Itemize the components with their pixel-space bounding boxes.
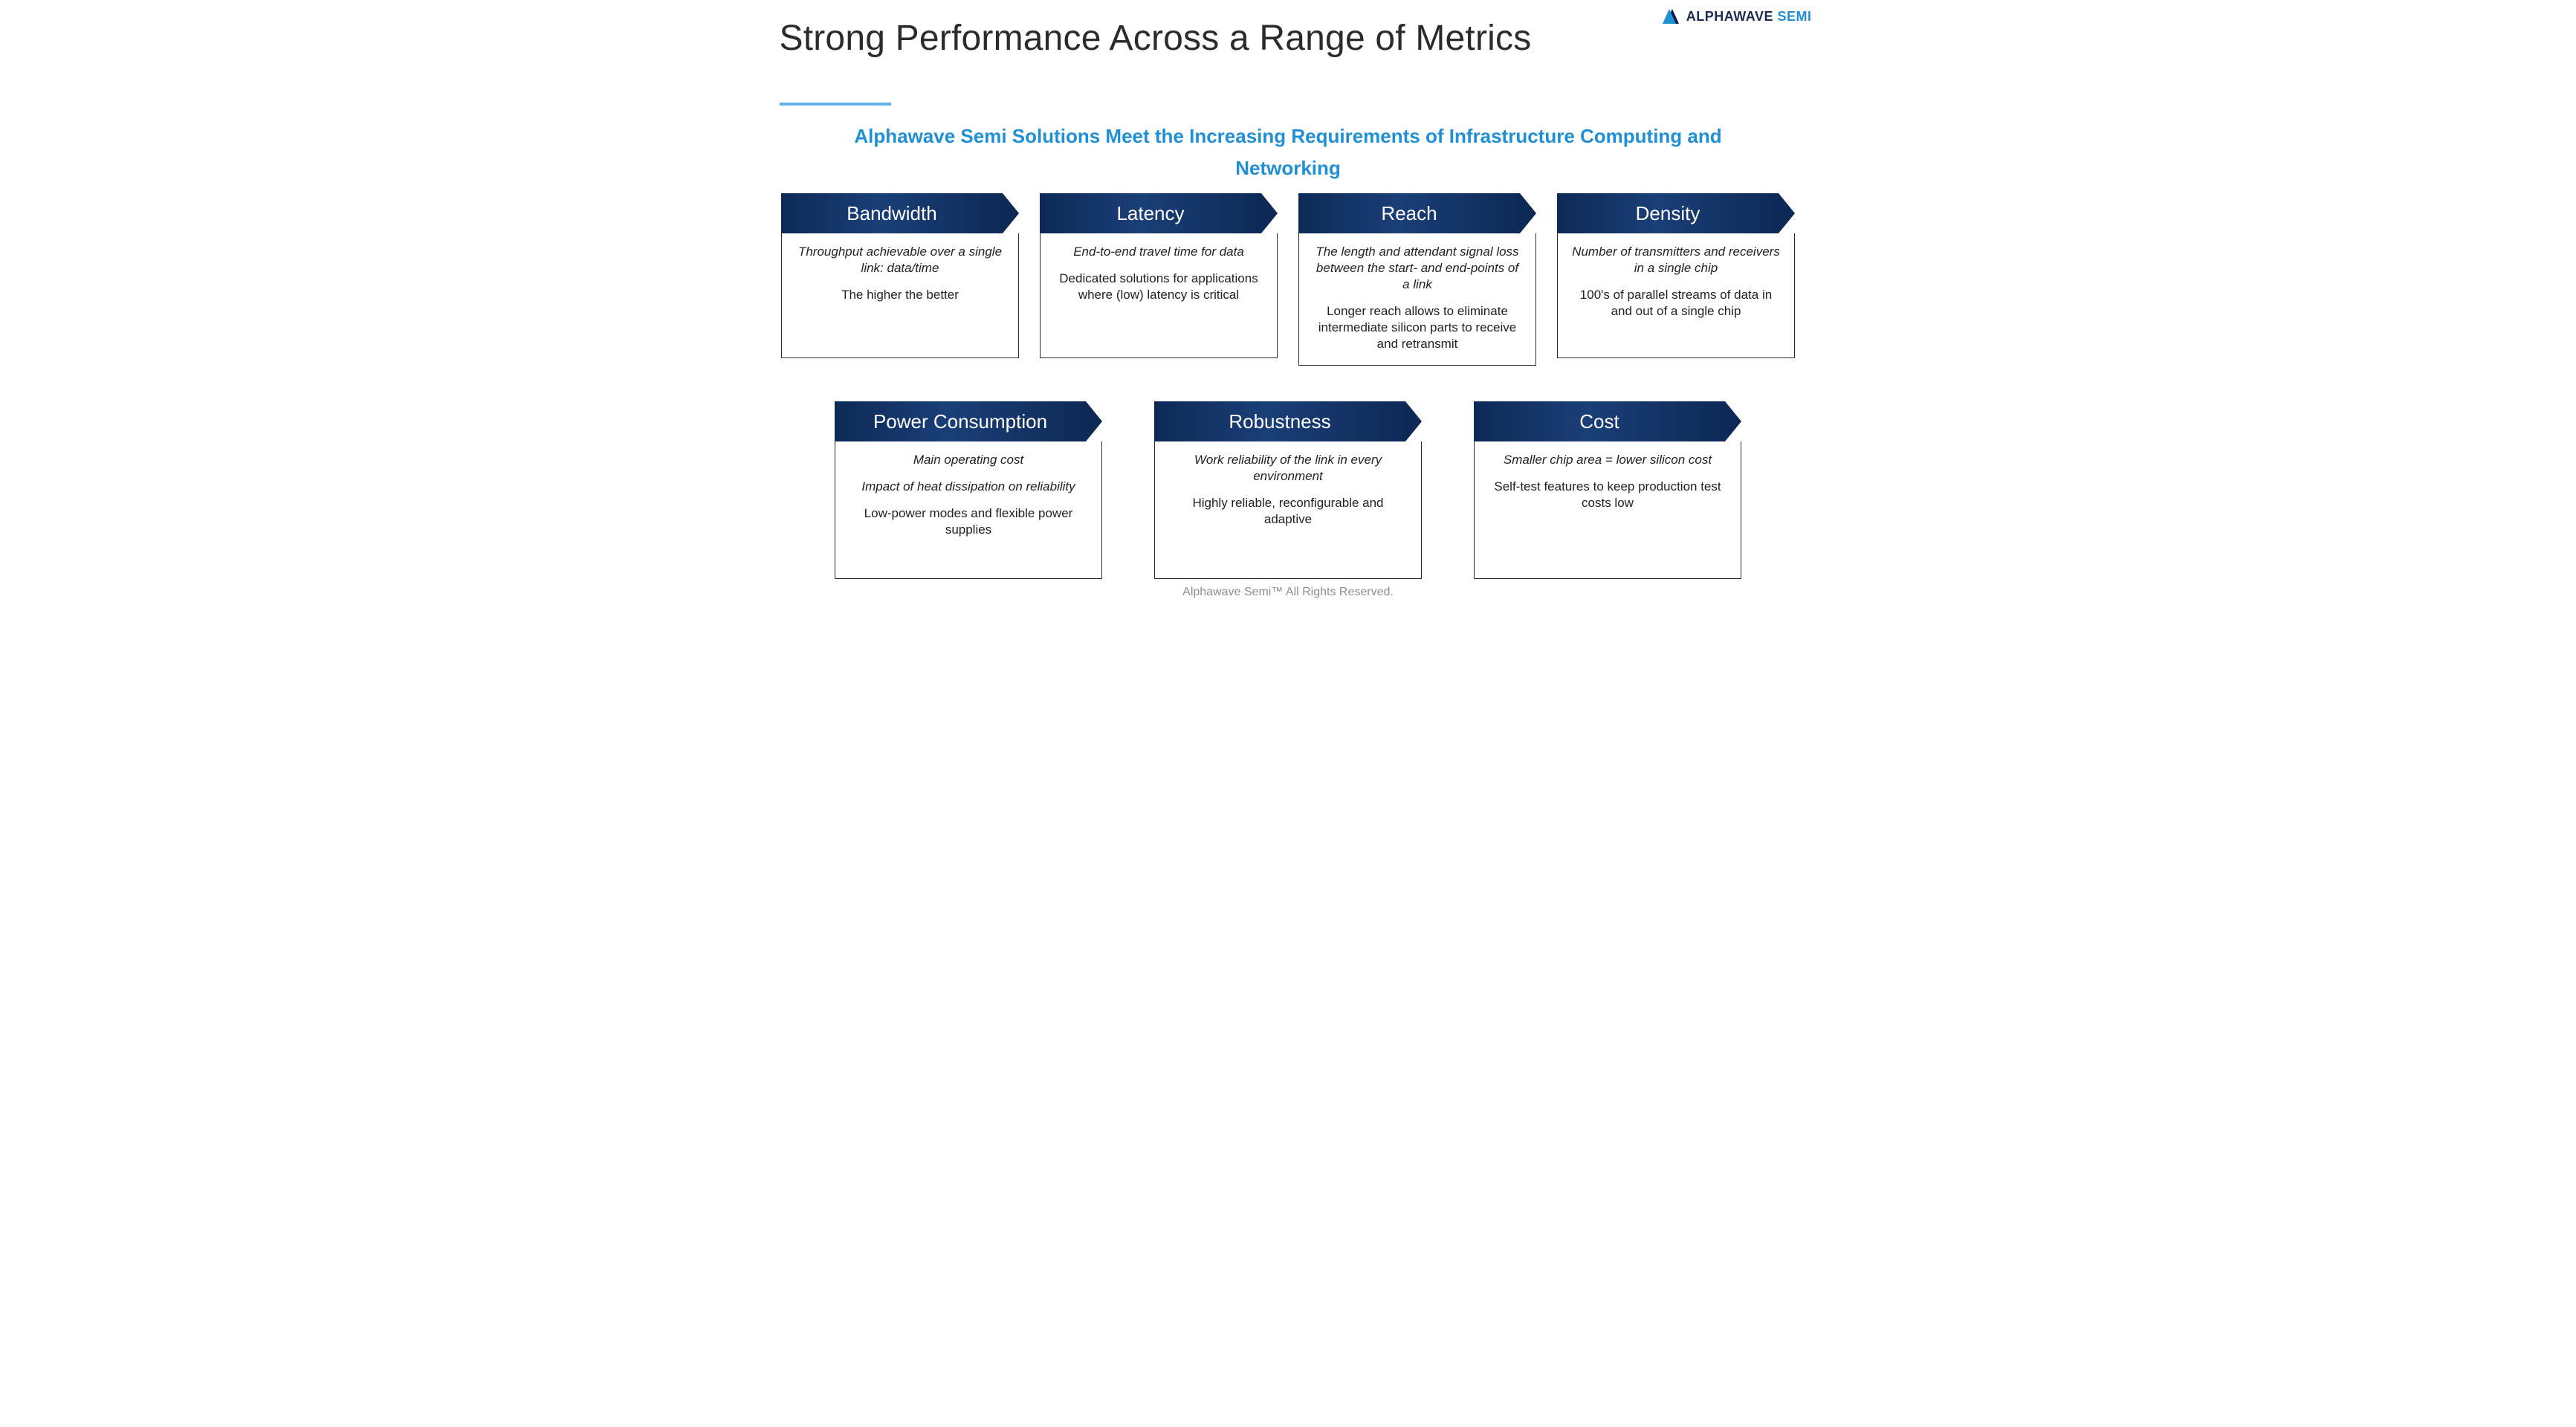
metric-definition: Smaller chip area = lower silicon cost	[1488, 452, 1727, 468]
metric-body: The length and attendant signal loss bet…	[1298, 233, 1536, 366]
page-subtitle: Alphawave Semi Solutions Meet the Increa…	[744, 120, 1833, 184]
brand-logo: ALPHAWAVE SEMI	[1661, 7, 1812, 25]
metric-definition-2: Impact of heat dissipation on reliabilit…	[849, 479, 1088, 495]
metric-body: Work reliability of the link in every en…	[1154, 441, 1422, 579]
metric-card-bandwidth: Bandwidth Throughput achievable over a s…	[781, 193, 1019, 366]
metric-detail: Low-power modes and flexible power suppl…	[849, 505, 1088, 538]
metric-banner: Density	[1557, 193, 1779, 233]
metric-body: Number of transmitters and receivers in …	[1557, 233, 1795, 358]
brand-name-part2: SEMI	[1777, 9, 1811, 24]
metric-banner: Reach	[1298, 193, 1520, 233]
metric-detail: The higher the better	[795, 287, 1005, 303]
metrics-row-2: Power Consumption Main operating cost Im…	[744, 401, 1833, 579]
metric-detail: Self-test features to keep production te…	[1488, 479, 1727, 511]
metric-detail: Dedicated solutions for applications whe…	[1054, 271, 1263, 303]
metric-card-reach: Reach The length and attendant signal lo…	[1298, 193, 1536, 366]
metric-definition: The length and attendant signal loss bet…	[1313, 244, 1522, 293]
metric-card-density: Density Number of transmitters and recei…	[1557, 193, 1795, 366]
metric-banner: Power Consumption	[835, 401, 1086, 441]
metric-definition: End-to-end travel time for data	[1054, 244, 1263, 260]
title-accent-bar	[780, 103, 891, 106]
metric-card-power: Power Consumption Main operating cost Im…	[835, 401, 1102, 579]
metric-definition: Work reliability of the link in every en…	[1168, 452, 1408, 485]
metric-banner: Bandwidth	[781, 193, 1003, 233]
brand-name-part1: ALPHAWAVE	[1686, 9, 1778, 24]
metrics-row-1: Bandwidth Throughput achievable over a s…	[744, 193, 1833, 366]
metric-detail: Highly reliable, reconfigurable and adap…	[1168, 495, 1408, 528]
metric-detail: 100's of parallel streams of data in and…	[1571, 287, 1781, 320]
copyright-footer: Alphawave Semi™ All Rights Reserved.	[744, 586, 1833, 599]
brand-name: ALPHAWAVE SEMI	[1686, 9, 1812, 25]
metric-body: Main operating cost Impact of heat dissi…	[835, 441, 1102, 579]
metric-detail: Longer reach allows to eliminate interme…	[1313, 303, 1522, 352]
metric-definition: Main operating cost	[849, 452, 1088, 468]
metric-banner: Latency	[1040, 193, 1261, 233]
slide: ALPHAWAVE SEMI Strong Performance Across…	[744, 0, 1833, 604]
metric-banner: Robustness	[1154, 401, 1405, 441]
metric-definition: Throughput achievable over a single link…	[795, 244, 1005, 276]
metric-card-robustness: Robustness Work reliability of the link …	[1154, 401, 1422, 579]
metric-body: End-to-end travel time for data Dedicate…	[1040, 233, 1278, 358]
alphawave-logo-icon	[1661, 7, 1680, 25]
metric-card-latency: Latency End-to-end travel time for data …	[1040, 193, 1278, 366]
page-title: Strong Performance Across a Range of Met…	[780, 18, 1532, 59]
metric-body: Smaller chip area = lower silicon cost S…	[1474, 441, 1741, 579]
metric-body: Throughput achievable over a single link…	[781, 233, 1019, 358]
metric-definition: Number of transmitters and receivers in …	[1571, 244, 1781, 276]
metric-card-cost: Cost Smaller chip area = lower silicon c…	[1474, 401, 1741, 579]
metric-banner: Cost	[1474, 401, 1725, 441]
